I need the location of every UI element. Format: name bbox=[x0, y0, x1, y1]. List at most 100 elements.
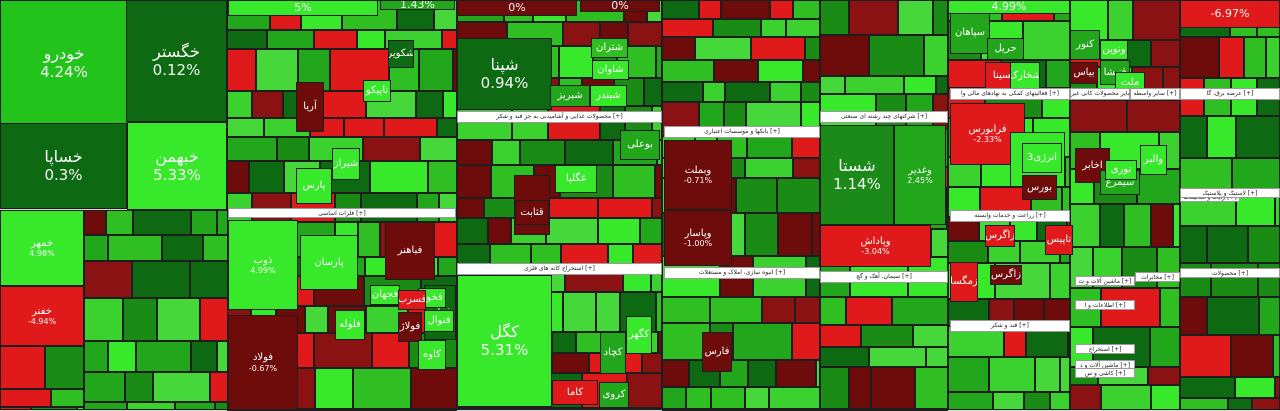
filler-tile bbox=[762, 297, 795, 323]
stock-change: 0.94% bbox=[480, 73, 529, 92]
sector-header[interactable]: استخراج کانه های فلزی [+] bbox=[457, 263, 662, 275]
filler-tile bbox=[1273, 335, 1280, 377]
sector-header[interactable]: ماشین آلات و ت [+] bbox=[1075, 276, 1135, 286]
stock-tile[interactable]: وغدیر 2.45% bbox=[894, 125, 946, 225]
stock-tile[interactable]: وبملت -0.71% bbox=[664, 140, 732, 210]
stock-tile[interactable]: ذوب 4.99% bbox=[228, 220, 298, 310]
stock-tile[interactable]: فسرب bbox=[398, 290, 426, 310]
sector-header[interactable]: محصولات غذایی و آشامیدنی به جز قند و شکر… bbox=[457, 111, 662, 123]
stock-tile[interactable]: 1.43% bbox=[380, 0, 455, 10]
sector-header[interactable]: محصولات [+] bbox=[1180, 268, 1280, 278]
stock-tile[interactable]: شیراز bbox=[332, 148, 360, 180]
stock-tile[interactable]: پارسان bbox=[300, 235, 358, 290]
stock-tile[interactable]: خفنر -4.94% bbox=[0, 286, 84, 346]
stock-tile[interactable]: فلوله bbox=[335, 310, 365, 340]
filler-tile bbox=[227, 118, 264, 137]
filler-tile bbox=[428, 161, 457, 193]
stock-tile[interactable]: پارس bbox=[296, 168, 332, 204]
stock-tile[interactable]: غگلپا bbox=[555, 165, 597, 193]
stock-tile[interactable]: کچاد bbox=[600, 332, 626, 374]
sector-header[interactable]: قند و شکر [+] bbox=[950, 320, 1070, 332]
stock-tile[interactable]: شستا 1.14% bbox=[820, 125, 894, 225]
sector-header[interactable]: لاستیک و پلاستیک [+] bbox=[1180, 188, 1280, 198]
stock-tile[interactable]: زمگسا bbox=[950, 262, 978, 302]
stock-tile[interactable]: کروی bbox=[599, 382, 629, 408]
sector-header[interactable]: استخراج [+] bbox=[1075, 344, 1135, 354]
stock-symbol: زاگرس bbox=[990, 269, 1022, 281]
stock-tile[interactable]: فولاژ bbox=[398, 312, 422, 342]
stock-tile[interactable]: فنوال bbox=[424, 310, 454, 332]
stock-tile[interactable]: آریا bbox=[296, 82, 324, 132]
stock-tile[interactable]: زاگرس bbox=[985, 225, 1015, 247]
filler-tile bbox=[123, 298, 157, 341]
stock-tile[interactable]: فارس bbox=[702, 332, 732, 372]
stock-tile[interactable]: 0% bbox=[580, 0, 660, 12]
stock-tile[interactable]: فجهان bbox=[370, 285, 400, 305]
filler-tile bbox=[786, 19, 820, 37]
stock-tile[interactable]: بوعلی bbox=[620, 130, 660, 160]
stock-tile[interactable]: خمهر 4.98% bbox=[0, 210, 84, 286]
stock-tile[interactable]: 5% bbox=[228, 0, 378, 16]
sector-header[interactable]: عرضه برق، گا [+] bbox=[1180, 88, 1280, 100]
stock-tile[interactable]: والبر bbox=[1140, 145, 1167, 175]
stock-tile[interactable]: نوری bbox=[1105, 160, 1137, 180]
stock-symbol: خبهمن bbox=[155, 147, 199, 167]
stock-tile[interactable]: کنور bbox=[1070, 30, 1100, 60]
sector-header[interactable]: انبوه سازی، املاک و مستغلات [+] bbox=[664, 267, 820, 279]
stock-tile[interactable]: شاوان bbox=[592, 60, 629, 80]
stock-tile[interactable]: شخارک bbox=[1010, 62, 1040, 90]
stock-tile[interactable]: 0% bbox=[457, 0, 577, 16]
sector-header[interactable]: فعالیتهای کمکی به نهادهای مالی وا [+] bbox=[950, 88, 1070, 100]
filler-tile bbox=[552, 353, 589, 373]
sector-header[interactable]: مخابرات [+] bbox=[1135, 272, 1180, 282]
sector-header[interactable]: زراعت و خدمات وابسته [+] bbox=[950, 210, 1070, 222]
sector-header[interactable]: سایر محصولات کانی غیر [+] bbox=[1070, 88, 1130, 100]
stock-tile[interactable]: حریل bbox=[987, 38, 1024, 60]
filler-tile bbox=[846, 297, 892, 325]
stock-tile[interactable]: شتران bbox=[591, 38, 628, 58]
stock-tile[interactable]: فباهنر bbox=[385, 222, 435, 280]
stock-tile[interactable]: کاوه bbox=[418, 340, 446, 370]
stock-tile[interactable]: بیاس bbox=[1070, 62, 1098, 84]
filler-tile bbox=[745, 213, 778, 256]
filler-tile bbox=[662, 0, 699, 19]
stock-tile[interactable]: تاپیکو bbox=[363, 80, 391, 102]
stock-tile[interactable]: زاگرس bbox=[990, 265, 1022, 285]
stock-tile[interactable]: خبهمن 5.33% bbox=[127, 122, 227, 210]
stock-symbol: فلوله bbox=[339, 319, 361, 331]
sector-header[interactable]: فلزات اساسی [+] bbox=[228, 208, 456, 218]
stock-tile[interactable]: سپاهان bbox=[950, 12, 990, 54]
stock-tile[interactable]: کاما bbox=[552, 380, 598, 405]
stock-tile[interactable]: 4.99% bbox=[948, 0, 1070, 14]
sector-header[interactable]: شرکتهای چند رشته ای صنعتی [+] bbox=[820, 111, 948, 123]
sector-header[interactable]: کاشی و س [+] bbox=[1075, 368, 1135, 378]
stock-tile[interactable]: کگل 5.31% bbox=[457, 275, 552, 407]
stock-tile[interactable]: قثابت bbox=[515, 200, 549, 225]
stock-tile[interactable]: وپاداش -3.04% bbox=[820, 225, 931, 267]
stock-tile[interactable]: فولاد -0.67% bbox=[228, 315, 298, 410]
stock-symbol: نوری bbox=[1110, 164, 1132, 176]
sector-header[interactable]: بانکها و موسسات اعتباری [+] bbox=[664, 126, 820, 138]
stock-tile[interactable]: کگهر bbox=[626, 316, 652, 354]
stock-tile[interactable]: شبریز bbox=[550, 85, 590, 107]
sector-header[interactable]: سایر واسطه [+] bbox=[1130, 88, 1180, 100]
stock-tile[interactable]: انرژی3 bbox=[1022, 143, 1062, 173]
stock-tile[interactable]: بورس bbox=[1022, 175, 1057, 200]
stock-tile[interactable]: وپاسار -1.00% bbox=[664, 210, 732, 266]
stock-tile[interactable]: خگستر 0.12% bbox=[126, 0, 227, 122]
stock-tile[interactable]: تاپیس bbox=[1045, 225, 1073, 255]
stock-tile[interactable]: شبندر bbox=[590, 85, 627, 107]
stock-tile[interactable]: خودرو 4.24% bbox=[0, 0, 128, 126]
stock-symbol: شستا bbox=[838, 156, 876, 176]
sector-header[interactable]: اطلاعات و ا [+] bbox=[1075, 300, 1135, 310]
stock-tile[interactable]: شکویر bbox=[388, 40, 414, 68]
filler-tile bbox=[162, 235, 203, 261]
sector-header[interactable]: سیمان، آهک و گچ [+] bbox=[820, 271, 948, 283]
stock-tile[interactable]: -6.97% bbox=[1180, 0, 1280, 28]
filler-tile bbox=[1275, 377, 1280, 398]
filler-tile bbox=[662, 387, 686, 409]
filler-tile bbox=[1180, 226, 1207, 263]
stock-tile[interactable]: شپنا 0.94% bbox=[457, 38, 552, 110]
stock-tile[interactable]: خساپا 0.3% bbox=[0, 123, 127, 209]
stock-tile[interactable]: ونوین bbox=[1100, 40, 1128, 60]
